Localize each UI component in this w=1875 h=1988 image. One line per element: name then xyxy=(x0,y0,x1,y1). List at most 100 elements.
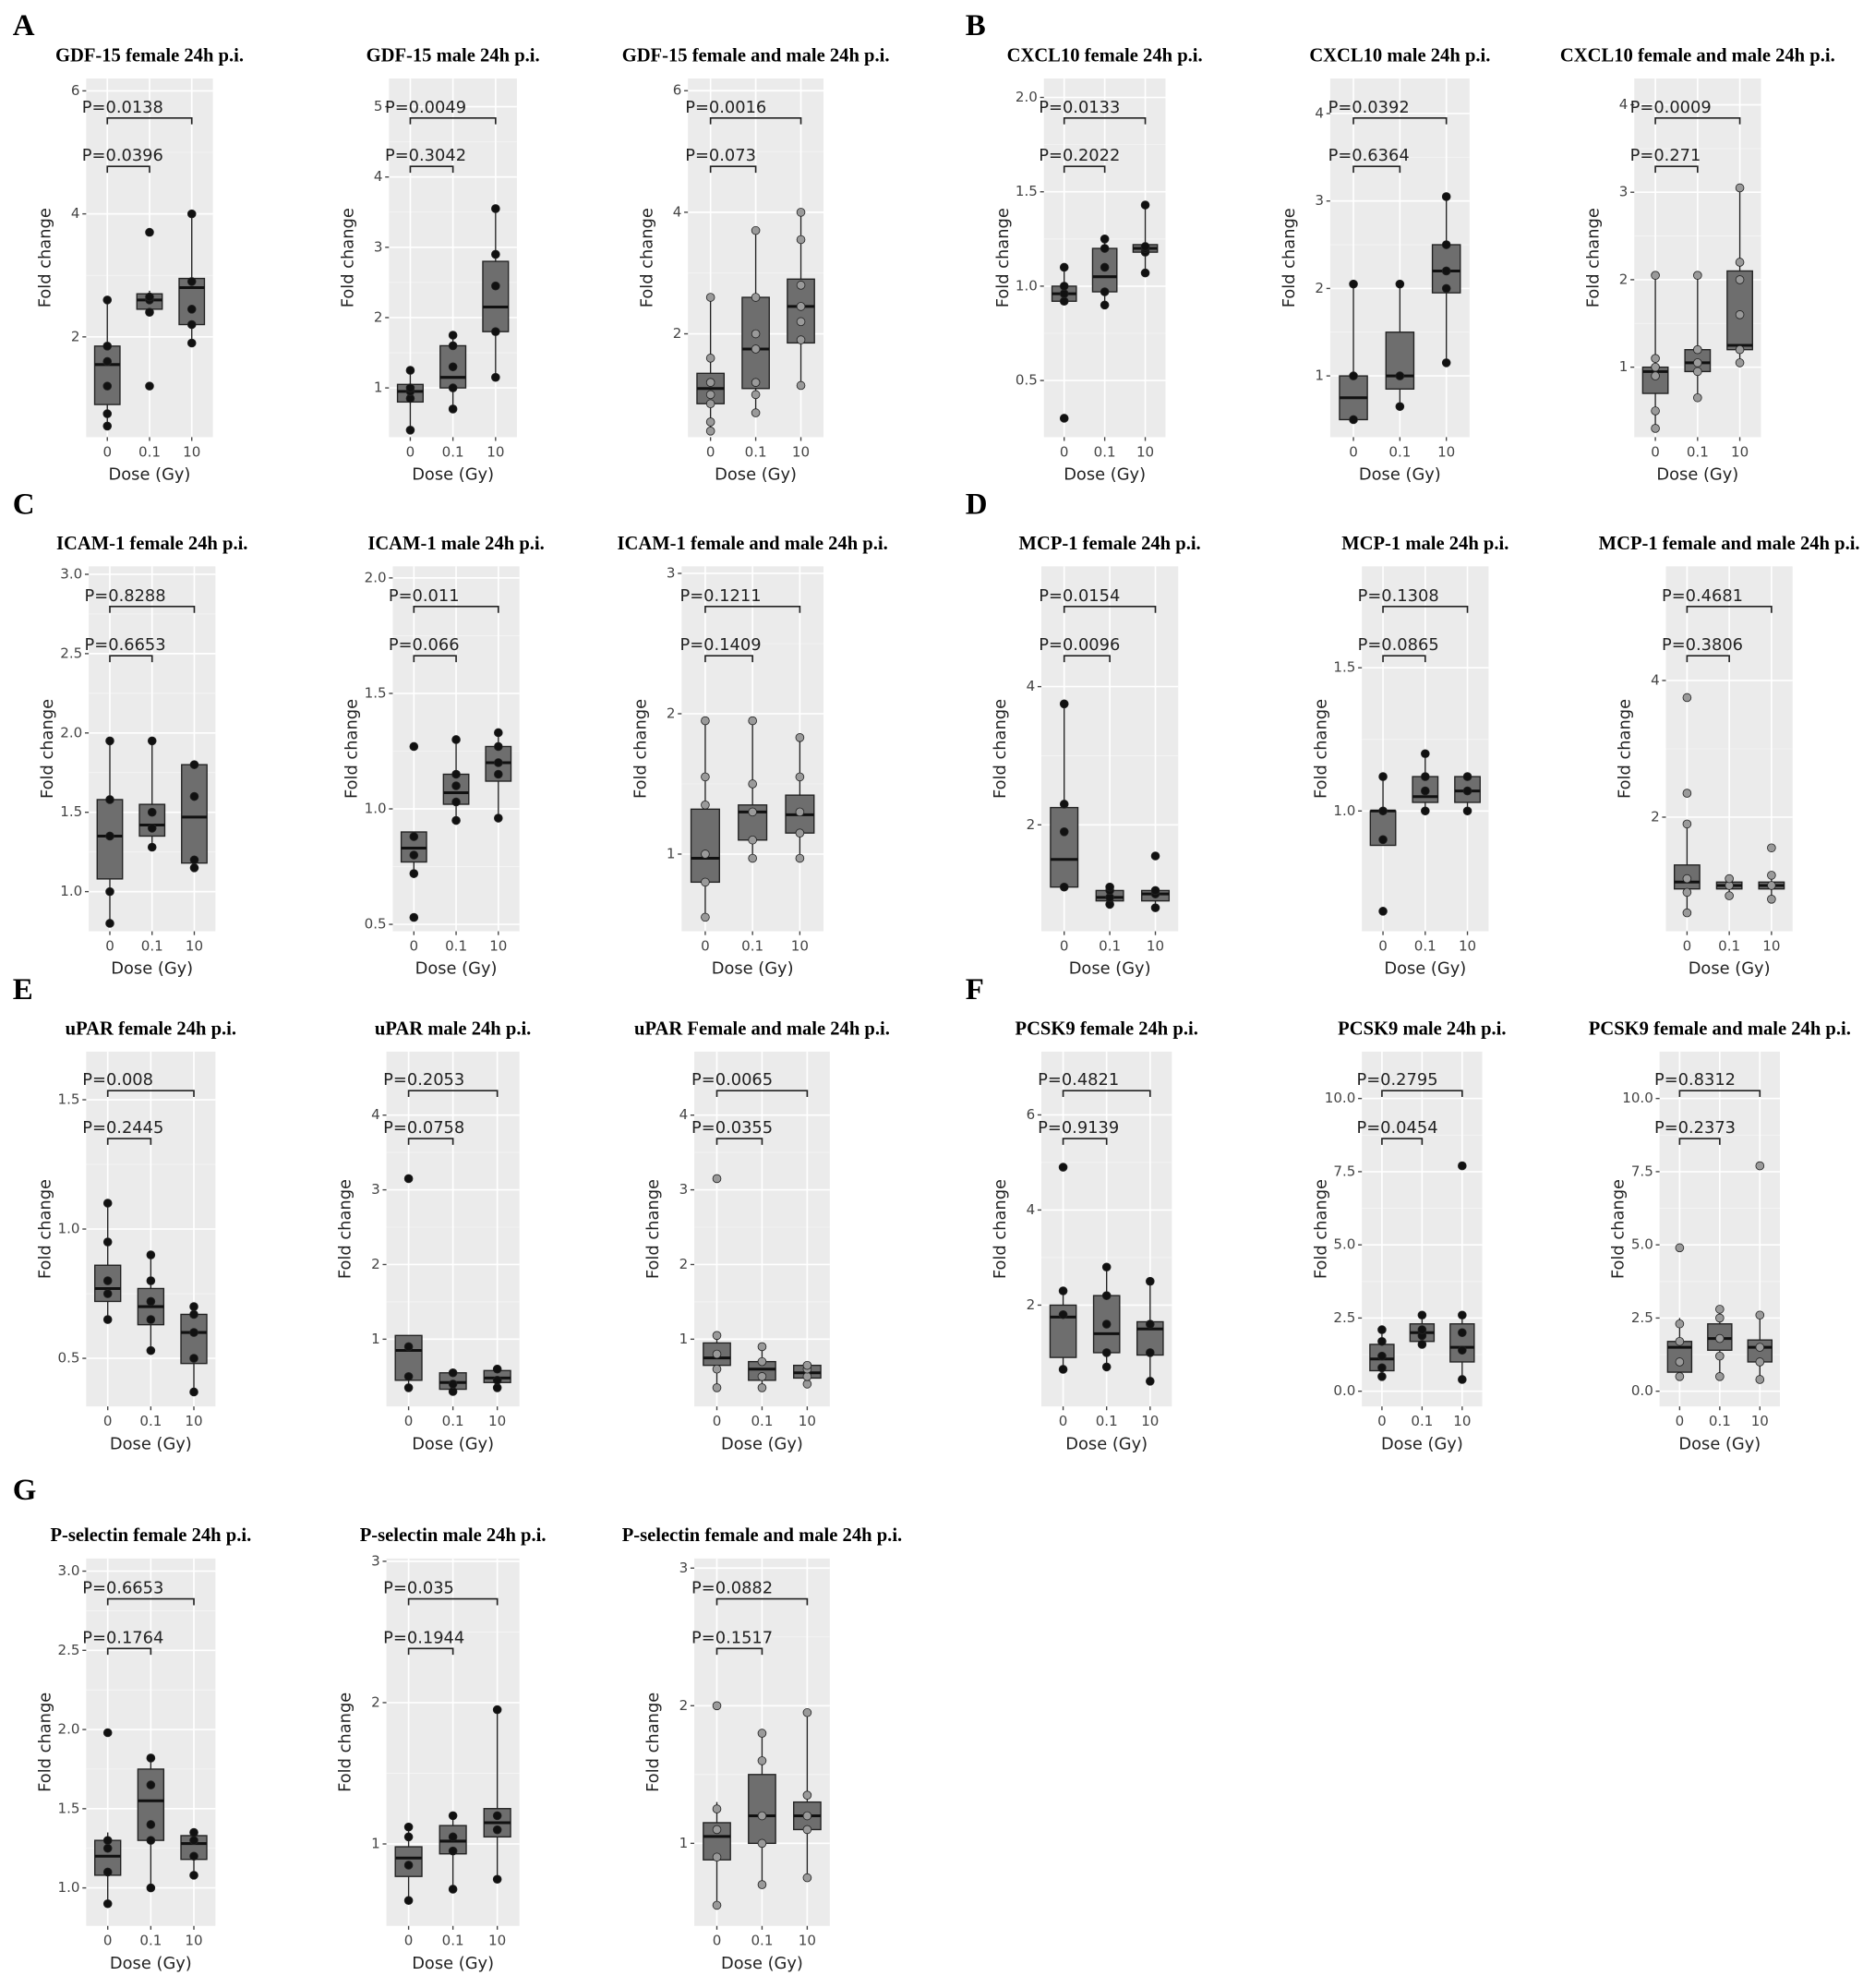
data-point xyxy=(105,886,114,897)
bracket xyxy=(1382,655,1426,663)
x-tick-label: 0 xyxy=(1349,443,1358,460)
data-point xyxy=(1682,819,1692,829)
p-value: P=0.2053 xyxy=(383,1070,464,1090)
chart-title: GDF-15 male 24h p.i. xyxy=(367,45,540,66)
data-point xyxy=(147,736,157,746)
chart-title: CXCL10 female 24h p.i. xyxy=(1007,45,1203,66)
data-point xyxy=(1735,310,1745,319)
p-value: P=0.0009 xyxy=(1630,98,1712,117)
p-value: P=0.0882 xyxy=(691,1579,773,1598)
bracket xyxy=(1063,165,1106,174)
data-point xyxy=(491,281,500,291)
p-value: P=0.008 xyxy=(82,1070,153,1090)
bracket xyxy=(106,1647,152,1656)
data-point xyxy=(1059,882,1069,892)
x-tick-label: 0 xyxy=(105,938,114,955)
x-tick-label: 0 xyxy=(1059,1413,1068,1429)
data-point xyxy=(1058,1163,1068,1172)
y-tick-label: 2 xyxy=(371,1693,380,1710)
data-point xyxy=(1349,371,1358,380)
data-point xyxy=(1146,1377,1155,1386)
x-tick-label: 10 xyxy=(489,938,507,955)
x-tick-label: 0 xyxy=(404,1413,414,1429)
y-tick-label: 3 xyxy=(371,1552,380,1569)
data-point xyxy=(748,853,757,863)
data-point xyxy=(1693,344,1702,355)
bracket xyxy=(1381,1090,1463,1098)
data-point xyxy=(491,204,500,213)
data-point xyxy=(705,354,715,363)
data-point xyxy=(1675,1372,1685,1381)
y-tick-label: 1.0 xyxy=(60,883,82,899)
chart-title: GDF-15 female and male 24h p.i. xyxy=(622,45,890,66)
x-tick-label: 0 xyxy=(701,938,710,955)
x-tick-label: 0.1 xyxy=(751,1933,773,1949)
bracket xyxy=(106,1597,195,1606)
p-value: P=0.073 xyxy=(685,146,756,165)
bracket xyxy=(1062,1138,1108,1145)
data-point xyxy=(712,1825,722,1835)
y-tick-label: 4 xyxy=(1315,104,1324,121)
x-tick-label: 0 xyxy=(404,1933,414,1949)
y-tick-label: 1.5 xyxy=(58,1091,80,1108)
data-point xyxy=(1378,835,1388,845)
p-value: P=0.0096 xyxy=(1039,635,1120,655)
data-point xyxy=(451,735,461,744)
data-point xyxy=(146,1753,156,1763)
data-point xyxy=(1458,1161,1467,1171)
panel-letter: A xyxy=(13,9,35,42)
data-point xyxy=(1675,1243,1685,1253)
data-point xyxy=(796,208,806,217)
x-tick-label: 0.1 xyxy=(138,443,161,460)
p-value: P=0.2373 xyxy=(1654,1118,1736,1138)
data-point xyxy=(405,425,415,435)
data-point xyxy=(1378,806,1388,816)
data-point xyxy=(802,1825,812,1835)
data-point xyxy=(1058,1309,1068,1319)
data-point xyxy=(1377,1372,1387,1381)
y-axis-label: Fold change xyxy=(643,1693,663,1792)
box xyxy=(93,345,121,405)
data-point xyxy=(1735,344,1745,355)
x-tick-label: 10 xyxy=(183,443,200,460)
x-tick-label: 10 xyxy=(1731,443,1749,460)
chart-title: uPAR Female and male 24h p.i. xyxy=(634,1018,890,1039)
y-tick-label: 5 xyxy=(374,98,383,114)
bracket xyxy=(1382,606,1469,613)
y-tick-label: 7.5 xyxy=(1631,1163,1653,1179)
x-axis-label: Dose (Gy) xyxy=(1678,1434,1761,1453)
p-value: P=0.0154 xyxy=(1039,586,1120,606)
data-point xyxy=(403,1822,414,1832)
data-point xyxy=(146,1836,156,1845)
y-tick-label: 10.0 xyxy=(1325,1090,1356,1106)
p-value: P=0.0355 xyxy=(691,1118,773,1138)
x-tick-label: 10 xyxy=(487,443,504,460)
x-tick-label: 0 xyxy=(1378,938,1388,955)
bracket xyxy=(407,1138,454,1145)
y-tick-label: 2.0 xyxy=(58,1721,80,1738)
bracket xyxy=(709,116,802,125)
x-tick-label: 0.1 xyxy=(1096,1413,1118,1429)
data-point xyxy=(448,1380,458,1389)
data-point xyxy=(448,331,458,340)
bracket xyxy=(1063,606,1157,613)
x-tick-label: 10 xyxy=(488,1933,506,1949)
bracket xyxy=(1678,1138,1721,1145)
y-tick-label: 2 xyxy=(673,325,682,342)
box xyxy=(1385,331,1415,391)
data-point xyxy=(145,381,154,391)
x-tick-label: 0.1 xyxy=(442,1413,464,1429)
data-point xyxy=(1146,1348,1155,1357)
data-point xyxy=(1058,1365,1068,1374)
panel-letter: C xyxy=(13,488,35,521)
data-point xyxy=(493,758,503,767)
x-axis-label: Dose (Gy) xyxy=(721,1954,803,1973)
data-point xyxy=(1715,1333,1725,1343)
x-axis-label: Dose (Gy) xyxy=(1359,465,1441,485)
data-point xyxy=(1420,786,1430,796)
data-point xyxy=(1735,258,1745,267)
data-point xyxy=(1420,749,1430,759)
data-point xyxy=(751,225,761,235)
x-tick-label: 0 xyxy=(1676,1413,1685,1429)
data-point xyxy=(492,1383,502,1392)
